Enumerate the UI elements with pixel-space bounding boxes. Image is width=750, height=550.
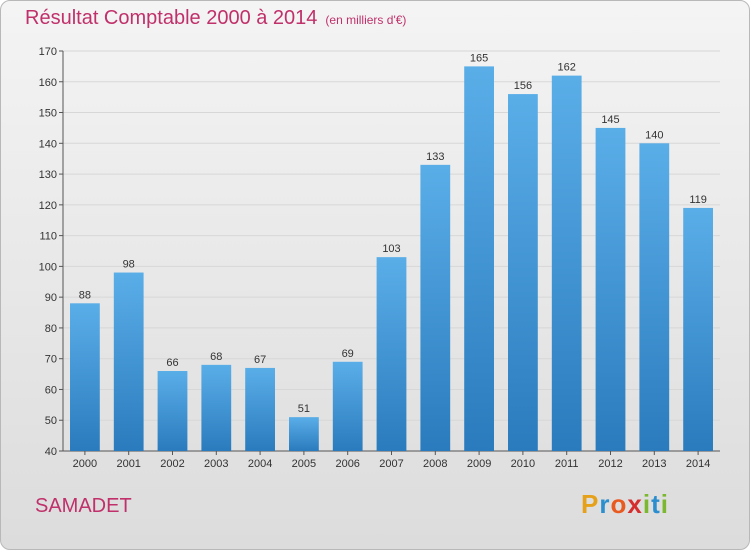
- y-tick-label: 140: [39, 138, 57, 150]
- chart-unit: (en milliers d'€): [325, 13, 407, 27]
- x-tick-label: 2001: [116, 458, 140, 470]
- y-tick-label: 160: [39, 77, 57, 89]
- y-tick-label: 50: [45, 415, 57, 427]
- data-label: 88: [79, 289, 91, 301]
- bar-2013: [639, 143, 670, 452]
- logo-letter: x: [627, 489, 643, 519]
- bar-2006: [332, 361, 363, 451]
- commune-name: SAMADET: [35, 495, 132, 517]
- data-label: 133: [426, 151, 444, 163]
- bar-2014: [683, 207, 713, 451]
- y-tick-label: 110: [39, 231, 57, 243]
- data-label: 119: [689, 194, 707, 206]
- bar-2012: [595, 127, 626, 451]
- bar-2000: [70, 303, 100, 451]
- bar-2011: [551, 75, 582, 451]
- x-tick-label: 2014: [686, 458, 710, 470]
- x-tick-label: 2000: [73, 458, 97, 470]
- chart-title-block: Résultat Comptable 2000 à 2014 (en millie…: [25, 7, 406, 30]
- logo-letter: t: [651, 489, 661, 519]
- y-tick-label: 40: [45, 446, 57, 458]
- proxiti-logo: Proxiti: [581, 489, 669, 520]
- data-label: 156: [514, 80, 532, 92]
- data-label: 51: [298, 403, 310, 415]
- logo-letter: r: [599, 489, 611, 519]
- data-label: 66: [166, 357, 178, 369]
- x-tick-label: 2007: [379, 458, 403, 470]
- x-tick-label: 2003: [204, 458, 228, 470]
- logo-letter: i: [660, 489, 669, 519]
- data-label: 145: [601, 114, 619, 126]
- bar-2008: [420, 164, 451, 451]
- y-tick-label: 120: [39, 200, 57, 212]
- bar-2005: [289, 417, 319, 451]
- x-tick-label: 2002: [160, 458, 184, 470]
- x-tick-label: 2012: [598, 458, 622, 470]
- y-tick-label: 90: [45, 292, 57, 304]
- y-tick-label: 150: [39, 108, 57, 120]
- x-tick-label: 2010: [511, 458, 535, 470]
- data-label: 67: [254, 354, 266, 366]
- data-label: 165: [470, 52, 488, 64]
- data-label: 103: [382, 243, 400, 255]
- bar-2002: [157, 371, 188, 451]
- data-label: 98: [123, 259, 135, 271]
- bar-2009: [464, 66, 494, 451]
- data-label: 140: [645, 129, 663, 141]
- data-label: 162: [558, 62, 576, 74]
- data-label: 69: [342, 348, 354, 360]
- y-tick-label: 80: [45, 323, 57, 335]
- x-tick-label: 2013: [642, 458, 666, 470]
- bar-2003: [201, 364, 232, 451]
- bar-2007: [376, 257, 407, 451]
- x-tick-label: 2005: [292, 458, 316, 470]
- bars: [70, 66, 713, 452]
- y-tick-label: 60: [45, 384, 57, 396]
- x-tick-label: 2009: [467, 458, 491, 470]
- x-tick-label: 2008: [423, 458, 447, 470]
- x-tick-label: 2004: [248, 458, 272, 470]
- logo-letter: i: [642, 489, 652, 519]
- y-tick-label: 130: [39, 169, 57, 181]
- bar-2001: [113, 272, 144, 451]
- bar-2010: [508, 94, 538, 452]
- logo-letter: o: [610, 489, 628, 519]
- data-labels: 88 98 66 68 67 51 69 103 133 165 156 162 145 140 119: [79, 52, 707, 415]
- bar-2004: [245, 367, 275, 451]
- y-tick-label: 70: [45, 354, 57, 366]
- logo-letter: P: [581, 489, 600, 519]
- y-tick-label: 170: [39, 46, 57, 58]
- x-tick-label: 2011: [555, 458, 579, 470]
- y-tick-label: 100: [39, 261, 57, 273]
- chart-title: Résultat Comptable 2000 à 2014: [25, 7, 318, 29]
- x-tick-label: 2006: [335, 458, 359, 470]
- data-label: 68: [210, 351, 222, 363]
